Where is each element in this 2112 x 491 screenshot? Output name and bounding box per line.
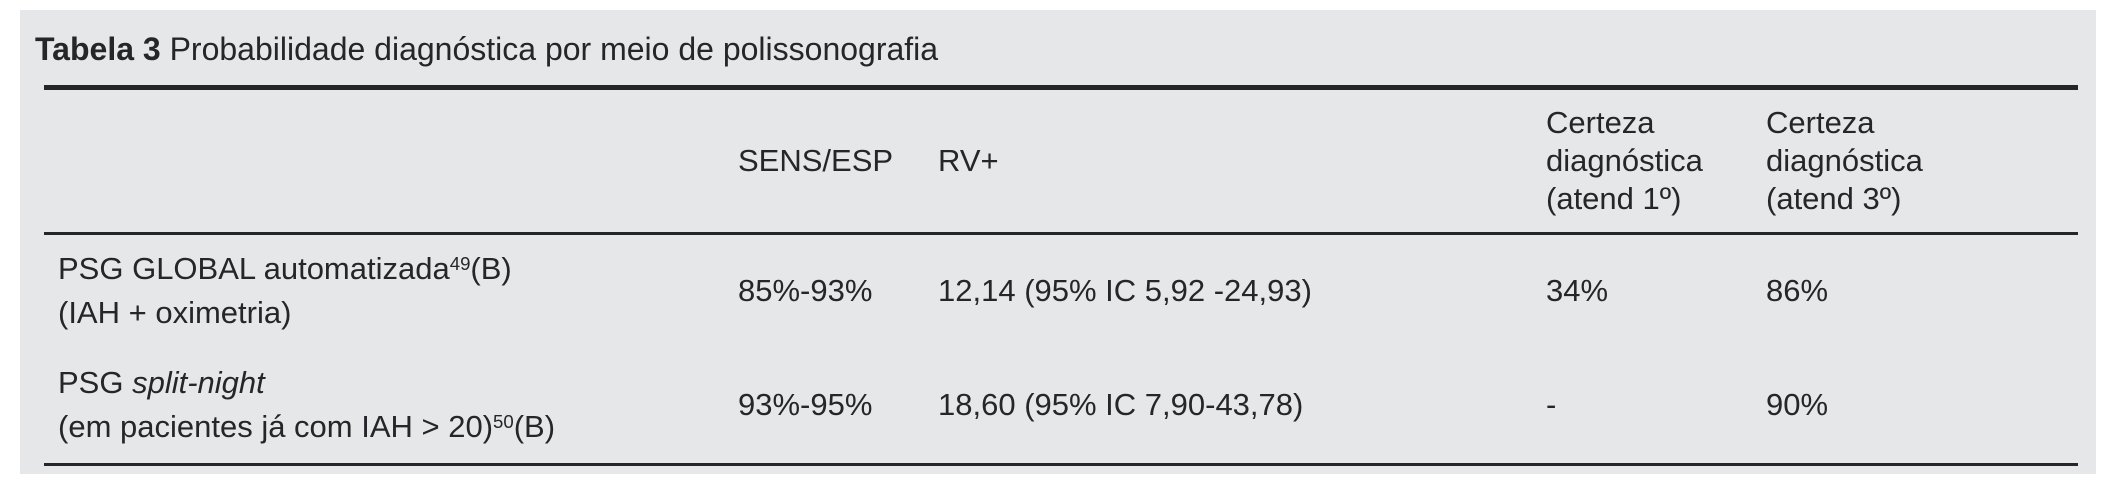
col-header-certeza-3-text: Certeza diagnóstica (atend 3º) xyxy=(1766,105,1923,216)
col-header-method xyxy=(44,87,738,235)
reference-superscript: 50 xyxy=(493,410,514,432)
method-name-italic: split-night xyxy=(132,365,265,400)
sens-esp-cell: 93%-95% xyxy=(738,387,873,422)
certeza-3-cell: 90% xyxy=(1766,387,1829,422)
diagnostic-probability-table: SENS/ESP RV+ Certeza diagnóstica (atend … xyxy=(44,85,2078,466)
table-caption-text: Probabilidade diagnóstica por meio de po… xyxy=(160,31,939,67)
evidence-grade: (B) xyxy=(513,409,556,444)
col-header-rv-plus: RV+ xyxy=(938,87,1546,235)
method-detail: (IAH + oximetria) xyxy=(58,295,292,330)
method-line2: (em pacientes já com IAH > 20)50(B) xyxy=(58,405,738,449)
table-row-psg-split-night: PSG split-night (em pacientes já com IAH… xyxy=(44,349,2078,465)
rv-plus-cell: 18,60 (95% IC 7,90-43,78) xyxy=(938,387,1304,422)
method-detail: (em pacientes já com IAH > 20) xyxy=(58,409,494,444)
col-header-certeza-1-text: Certeza diagnóstica (atend 1º) xyxy=(1546,105,1703,216)
method-line2: (IAH + oximetria) xyxy=(58,291,738,335)
reference-superscript: 49 xyxy=(449,252,471,274)
method-cell: PSG split-night (em pacientes já com IAH… xyxy=(44,349,738,465)
method-line1: PSG GLOBAL automatizada49(B) xyxy=(58,247,738,291)
header-row: SENS/ESP RV+ Certeza diagnóstica (atend … xyxy=(44,87,2078,235)
col-header-sens-esp: SENS/ESP xyxy=(738,87,938,235)
certeza-3-cell: 86% xyxy=(1766,273,1829,308)
certeza-1-cell: 34% xyxy=(1546,273,1609,308)
table-panel: Tabela 3 Probabilidade diagnóstica por m… xyxy=(20,10,2096,474)
col-header-certeza-1: Certeza diagnóstica (atend 1º) xyxy=(1546,87,1766,235)
method-name: PSG xyxy=(58,365,133,400)
evidence-grade: (B) xyxy=(470,251,512,286)
table-wrapper: SENS/ESP RV+ Certeza diagnóstica (atend … xyxy=(44,85,2078,466)
method-line1: PSG split-night xyxy=(58,361,738,405)
certeza-1-cell: - xyxy=(1546,387,1557,422)
rv-plus-cell: 12,14 (95% IC 5,92 -24,93) xyxy=(938,273,1312,308)
table-caption-label: Tabela 3 xyxy=(35,31,161,67)
sens-esp-cell: 85%-93% xyxy=(738,273,873,308)
method-name: PSG GLOBAL automatizada xyxy=(58,251,450,286)
table-caption: Tabela 3 Probabilidade diagnóstica por m… xyxy=(35,30,938,68)
col-header-certeza-3: Certeza diagnóstica (atend 3º) xyxy=(1766,87,2078,235)
method-cell: PSG GLOBAL automatizada49(B) (IAH + oxim… xyxy=(44,234,738,350)
table-row-psg-global: PSG GLOBAL automatizada49(B) (IAH + oxim… xyxy=(44,234,2078,350)
